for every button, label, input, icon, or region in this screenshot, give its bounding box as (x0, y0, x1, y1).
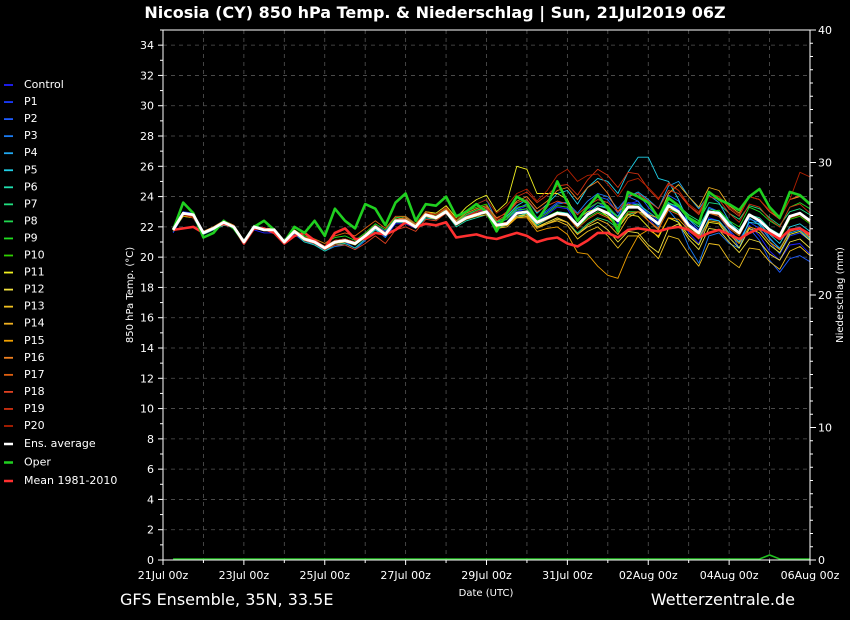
legend-label: P20 (24, 419, 45, 432)
y-tick-label: 20 (140, 251, 154, 264)
footer-brand: Wetterzentrale.de (651, 590, 795, 609)
legend-label: P15 (24, 334, 45, 347)
legend-label: P7 (24, 197, 38, 210)
y2-tick-label: 40 (818, 24, 832, 37)
legend-label: P1 (24, 95, 38, 108)
y-tick-label: 30 (140, 100, 154, 113)
x-tick-label: 21Jul 00z (138, 569, 189, 582)
y-tick-label: 26 (140, 160, 154, 173)
precip-series (173, 554, 810, 560)
x-tick-label: 25Jul 00z (299, 569, 350, 582)
y-axis-label: 850 hPa Temp. (°C) (125, 247, 136, 343)
y-tick-label: 34 (140, 39, 154, 52)
y-tick-label: 16 (140, 312, 154, 325)
y2-tick-label: 20 (818, 289, 832, 302)
series-line-mean-1981-2010 (172, 221, 811, 250)
y-tick-label: 2 (147, 524, 154, 537)
series-line-p20 (172, 168, 811, 249)
x-axis: 21Jul 00z 23Jul 00z 25Jul 00z 27Jul 00z 29Ju… (138, 560, 840, 582)
x-tick-label: 27Jul 00z (380, 569, 431, 582)
legend-label: P16 (24, 351, 45, 364)
x-tick-label: 04Aug 00z (700, 569, 759, 582)
grid (163, 30, 810, 560)
legend-label: P18 (24, 385, 45, 398)
y2-axis: 0 10 20 30 40 (810, 24, 832, 567)
y-tick-label: 32 (140, 69, 154, 82)
series-group (171, 156, 811, 279)
footer-source: GFS Ensemble, 35N, 33.5E (120, 590, 333, 609)
legend-label: Mean 1981-2010 (24, 474, 117, 487)
y2-tick-label: 30 (818, 157, 832, 170)
legend-label: P4 (24, 146, 38, 159)
legend-label: P13 (24, 300, 45, 313)
y-tick-label: 6 (147, 463, 154, 476)
legend: Control P1 P2 P3 P4 P5 P6 P7 P8 P9 P10 P11 P12 P13 P14… (4, 78, 117, 487)
legend-label: P6 (24, 180, 38, 193)
precip-line (173, 554, 810, 560)
y-tick-label: 0 (147, 554, 154, 567)
legend-label: P8 (24, 214, 38, 227)
legend-label: P11 (24, 266, 45, 279)
x-tick-label: 23Jul 00z (219, 569, 270, 582)
legend-label: P9 (24, 231, 38, 244)
y-tick-label: 12 (140, 372, 154, 385)
x-tick-label: 02Aug 00z (619, 569, 678, 582)
y-tick-label: 28 (140, 130, 154, 143)
legend-label: P17 (24, 368, 45, 381)
x-axis-label: Date (UTC) (459, 588, 514, 599)
series-line-p19 (172, 168, 811, 249)
legend-label: Control (24, 78, 64, 91)
x-tick-label: 06Aug 00z (781, 569, 840, 582)
y2-tick-label: 10 (818, 422, 832, 435)
y-tick-label: 14 (140, 342, 154, 355)
legend-label: P5 (24, 163, 38, 176)
legend-label: Ens. average (24, 437, 96, 450)
y-tick-label: 18 (140, 281, 154, 294)
x-tick-label: 31Jul 00z (542, 569, 593, 582)
legend-label: P10 (24, 249, 45, 262)
y-tick-label: 4 (147, 493, 154, 506)
series-line-ens-average (171, 204, 811, 250)
legend-label: P2 (24, 112, 38, 125)
x-tick-label: 29Jul 00z (461, 569, 512, 582)
y-tick-label: 22 (140, 221, 154, 234)
y2-tick-label: 0 (818, 554, 825, 567)
y2-axis-label: Niederschlag (mm) (835, 247, 846, 343)
legend-label: P3 (24, 129, 38, 142)
legend-label: P19 (24, 402, 45, 415)
legend-label: P12 (24, 283, 45, 296)
y-tick-label: 10 (140, 403, 154, 416)
chart-title: Nicosia (CY) 850 hPa Temp. & Niederschla… (144, 3, 725, 23)
y-tick-label: 8 (147, 433, 154, 446)
y-tick-label: 24 (140, 191, 154, 204)
legend-label: P14 (24, 317, 45, 330)
legend-label: Oper (24, 456, 51, 469)
